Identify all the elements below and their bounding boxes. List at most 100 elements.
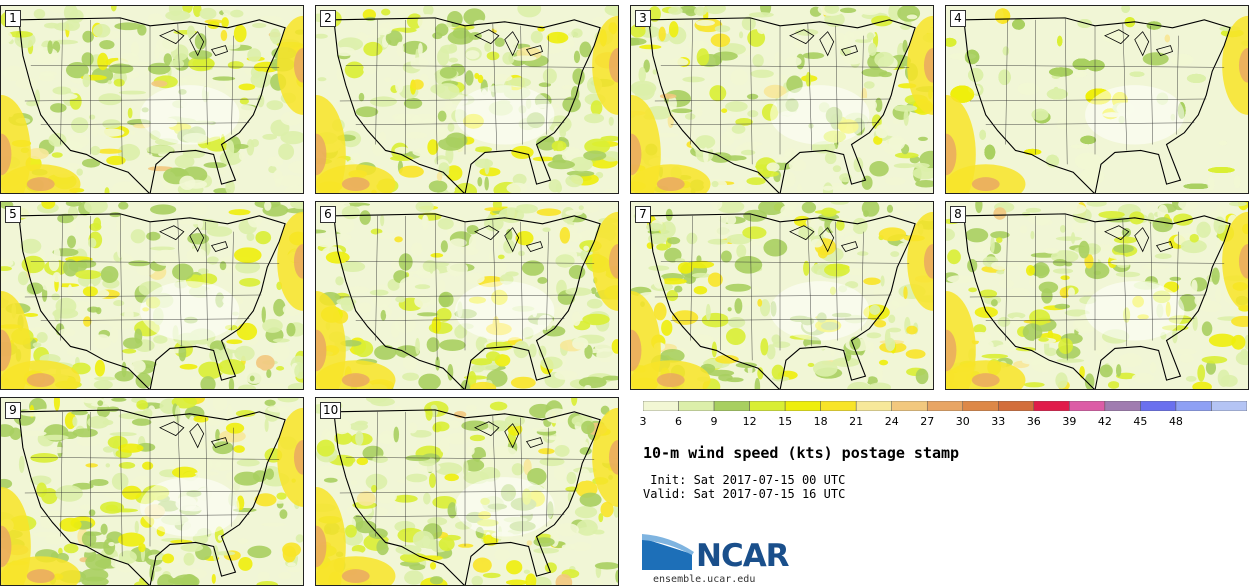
wind-blob — [402, 355, 418, 370]
wind-blob — [554, 370, 578, 380]
wind-blob — [124, 306, 134, 324]
wind-blob — [583, 245, 590, 251]
wind-blob — [180, 543, 204, 552]
wind-blob — [885, 177, 906, 186]
wind-blob — [474, 146, 493, 153]
ncar-logo-text: NCAR — [696, 538, 790, 574]
wind-blob — [113, 78, 125, 87]
wind-blob — [467, 370, 477, 388]
wind-blob — [584, 138, 611, 155]
state-border — [670, 122, 880, 125]
wind-blob — [261, 522, 286, 527]
wind-blob — [74, 550, 84, 569]
wind-blob — [136, 399, 149, 410]
wind-blob — [247, 48, 262, 62]
wind-blob — [666, 290, 679, 302]
wind-blob — [494, 37, 505, 47]
wind-blob — [131, 360, 146, 373]
ocean-wind-core — [1238, 48, 1248, 83]
state-border — [690, 215, 693, 341]
wind-blob — [1178, 202, 1198, 211]
wind-blob — [894, 104, 918, 112]
ocean-wind-core — [656, 177, 685, 192]
state-border — [660, 261, 910, 264]
wind-blob — [538, 82, 552, 88]
wind-speed-field — [1, 6, 303, 193]
state-border — [119, 409, 123, 557]
great-lake-outline — [504, 227, 520, 253]
wind-blob — [107, 80, 112, 85]
state-border — [670, 318, 880, 321]
wind-blob — [97, 128, 125, 137]
wind-blob — [215, 428, 220, 443]
wind-blob — [447, 502, 458, 519]
wind-blob — [376, 539, 389, 556]
wind-blob — [565, 174, 584, 188]
state-border — [1150, 221, 1153, 341]
wind-blob — [801, 202, 817, 214]
wind-blob — [439, 292, 451, 308]
wind-blob — [215, 461, 222, 468]
wind-blob — [180, 227, 188, 242]
wind-blob — [531, 427, 558, 432]
wind-blob — [437, 218, 454, 230]
wind-blob — [444, 473, 459, 482]
ocean-wind-core — [26, 177, 55, 192]
wind-blob — [1071, 222, 1086, 232]
wind-blob — [276, 492, 287, 500]
wind-blob — [844, 258, 857, 263]
wind-blob — [135, 372, 152, 389]
wind-blob — [1183, 183, 1210, 190]
ocean-wind-region — [277, 407, 303, 507]
state-border — [1064, 213, 1068, 361]
wind-blob — [613, 504, 618, 518]
wind-blob — [491, 18, 518, 33]
wind-blob — [50, 93, 78, 100]
wind-blob — [362, 65, 377, 75]
wind-blob — [876, 365, 883, 383]
wind-blob — [193, 6, 202, 17]
state-border — [654, 294, 892, 298]
wind-blob — [40, 514, 54, 529]
wind-blob — [162, 553, 175, 564]
wind-blob — [726, 214, 737, 225]
ocean-wind-core — [1, 525, 12, 568]
wind-blob — [221, 17, 229, 28]
wind-blob — [1073, 70, 1087, 78]
wind-blob — [235, 260, 261, 274]
wind-blob — [341, 205, 361, 220]
wind-blob — [703, 147, 709, 164]
wind-blob — [453, 410, 467, 419]
wind-blob — [546, 20, 568, 27]
colorbar-swatch — [1033, 401, 1070, 411]
calm-region — [770, 281, 870, 341]
stamp-panel-4: 4 — [945, 5, 1249, 194]
wind-blob — [810, 238, 823, 248]
state-border — [40, 514, 250, 517]
wind-blob — [465, 404, 477, 411]
wind-blob — [469, 434, 486, 442]
wind-blob — [53, 398, 61, 411]
wind-blob — [249, 375, 255, 382]
valid-time: Valid: Sat 2017-07-15 16 UTC — [643, 487, 846, 501]
wind-blob — [718, 373, 733, 382]
wind-blob — [1207, 175, 1215, 191]
wind-blob — [189, 376, 201, 389]
wind-blob — [357, 302, 373, 313]
wind-blob — [536, 208, 562, 216]
wind-blob — [507, 77, 532, 88]
wind-blob — [665, 208, 673, 221]
wind-blob — [817, 225, 824, 240]
stamp-panel-1: 1 — [0, 5, 304, 194]
wind-blob — [1011, 316, 1023, 328]
wind-blob — [694, 6, 707, 16]
wind-blob — [423, 6, 434, 16]
state-border — [1176, 231, 1179, 331]
wind-blob — [425, 406, 433, 421]
wind-blob — [494, 548, 511, 561]
wind-blob — [116, 240, 124, 259]
ocean-wind-core — [631, 329, 642, 372]
wind-blob — [866, 32, 875, 41]
state-border — [520, 25, 523, 145]
wind-blob — [246, 232, 255, 242]
